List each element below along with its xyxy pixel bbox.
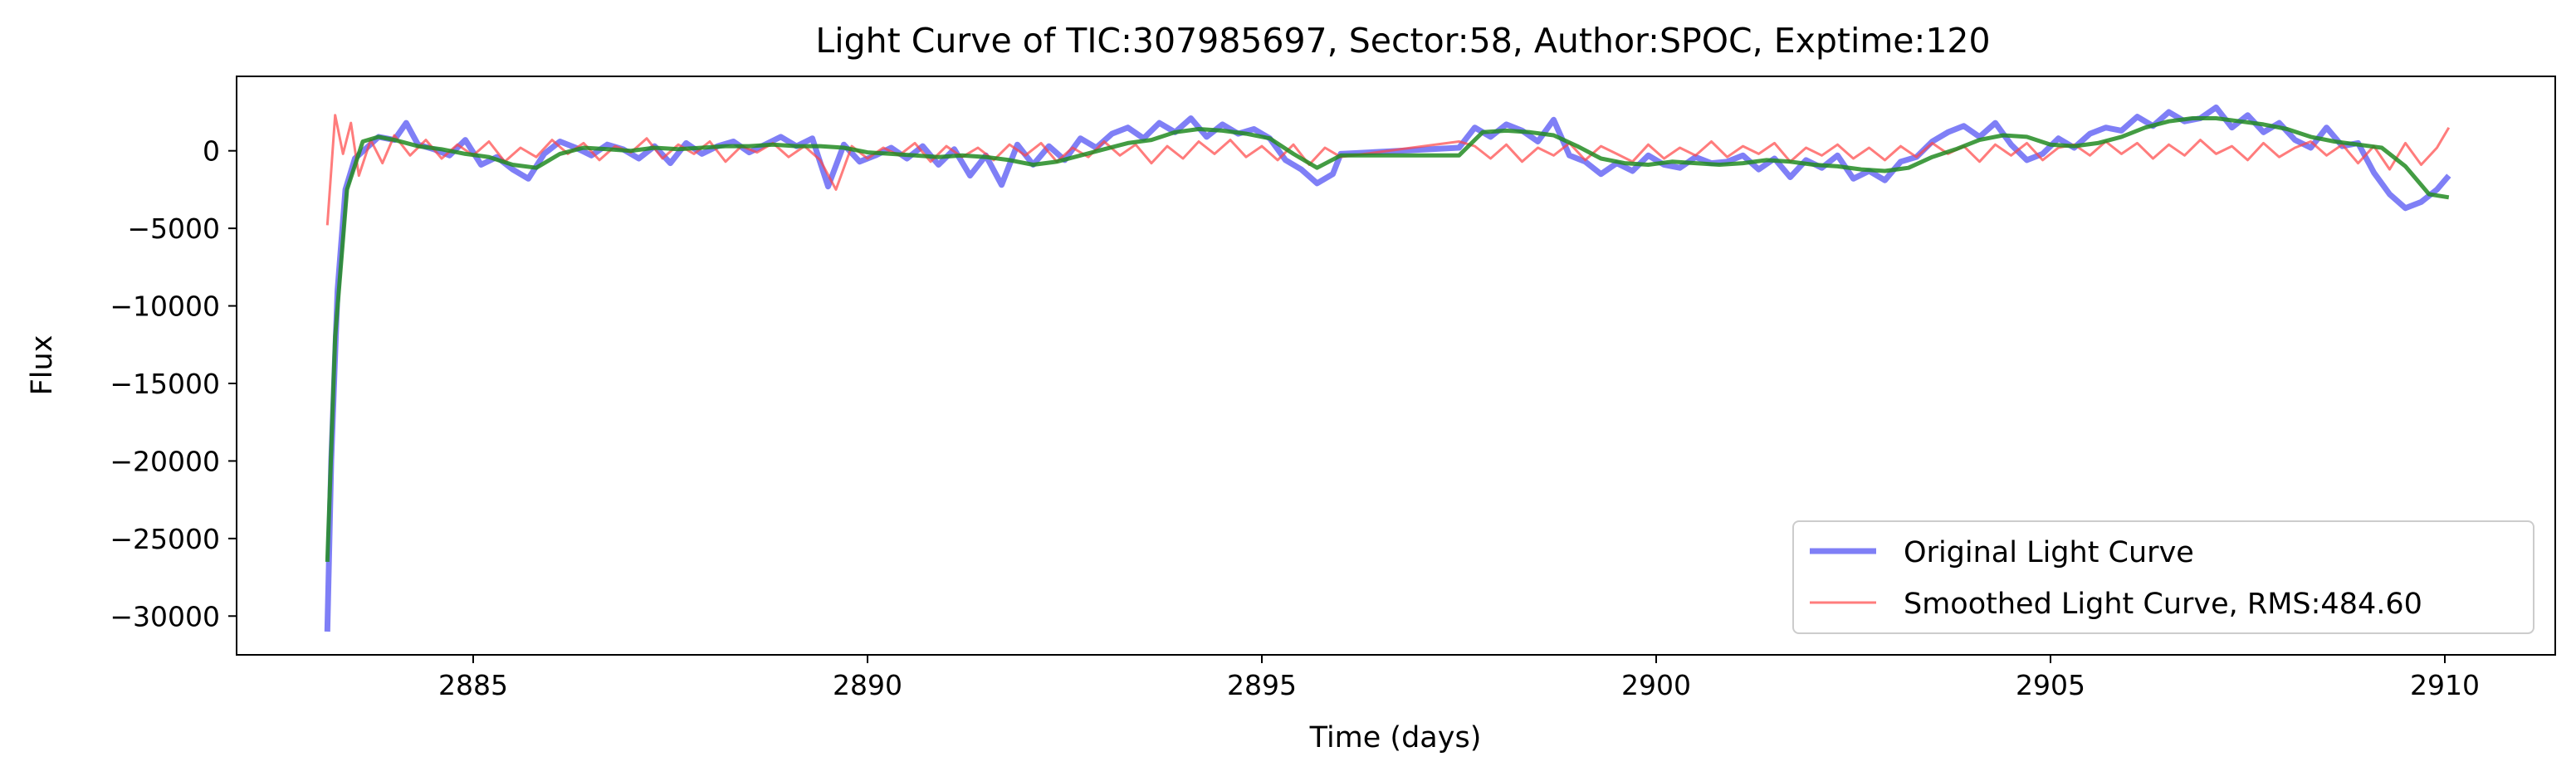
y-axis-label: Flux <box>26 335 59 396</box>
plot-frame <box>236 76 2556 656</box>
x-tick-label: 2895 <box>1227 669 1297 701</box>
legend-box <box>1792 520 2534 634</box>
y-tick-label: 0 <box>203 135 220 168</box>
x-axis-label: Time (days) <box>1309 721 1482 754</box>
y-tick-label: −5000 <box>127 212 220 245</box>
y-tick-label: −25000 <box>110 523 220 555</box>
y-tick-label: −15000 <box>110 368 220 400</box>
x-tick-label: 2890 <box>833 669 902 701</box>
plot-series-layer <box>324 104 2451 632</box>
y-tick-label: −20000 <box>110 445 220 477</box>
x-tick-label: 2900 <box>1621 669 1691 701</box>
x-tick-label: 2885 <box>438 669 508 701</box>
x-tick-label: 2910 <box>2410 669 2480 701</box>
y-tick-label: −30000 <box>110 600 220 632</box>
x-tick-label: 2905 <box>2016 669 2085 701</box>
trend-light-curve-line <box>325 116 2450 562</box>
y-tick-label: −10000 <box>110 290 220 323</box>
chart-legend: Original Light Curve Smoothed Light Curv… <box>1792 520 2534 634</box>
chart-title: Light Curve of TIC:307985697, Sector:58,… <box>815 21 1990 61</box>
axis-ticks: 2885 2890 2895 2900 2905 2910 0 −5000 −10000 −150… <box>110 135 2480 701</box>
legend-entry-original: Original Light Curve <box>1904 536 2194 569</box>
legend-entry-smoothed: Smoothed Light Curve, RMS:484.60 <box>1904 588 2422 621</box>
